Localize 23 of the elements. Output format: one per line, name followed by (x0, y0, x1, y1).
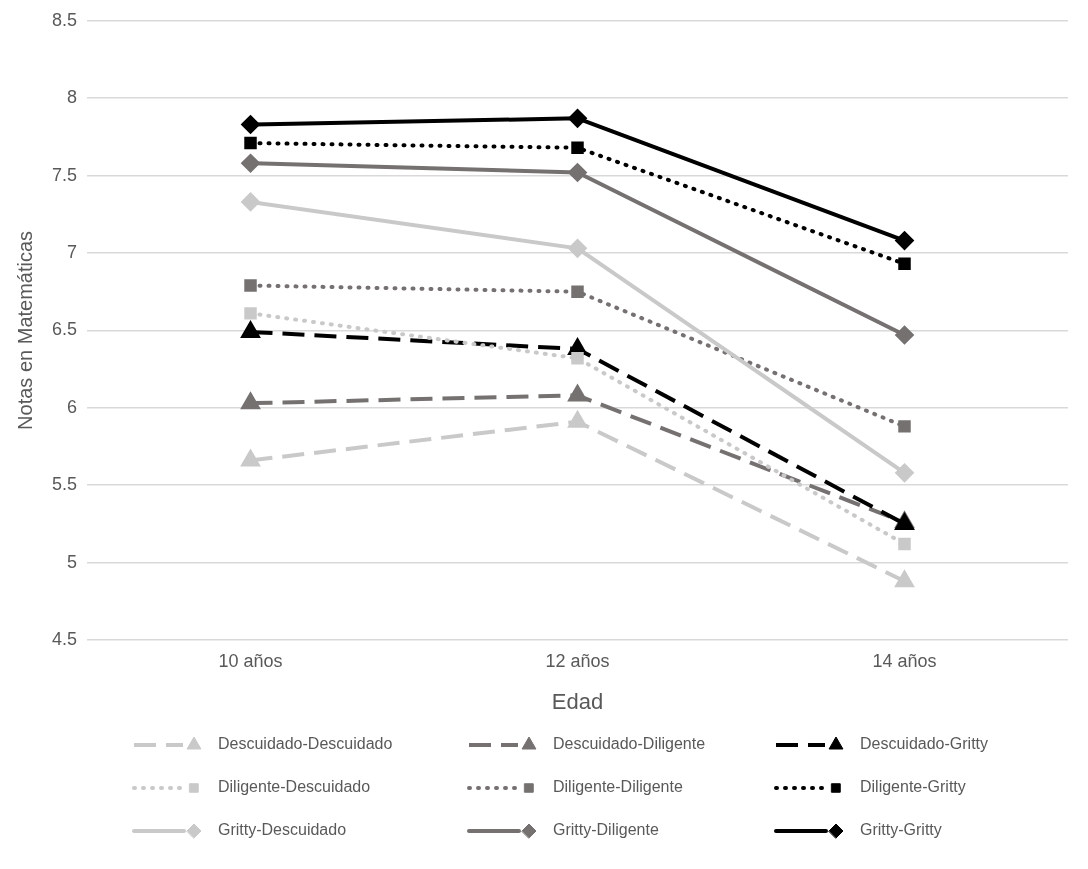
y-tick-label: 7.5 (51, 164, 78, 185)
legend-label: Diligente-Diligente (553, 778, 683, 796)
y-tick-label: 6.5 (51, 319, 78, 340)
y-axis-title: Notas en Matemáticas (13, 230, 36, 430)
y-tick-label: 7 (67, 241, 78, 262)
x-tick-label: 14 años (872, 650, 937, 671)
x-axis-title: Edad (551, 688, 604, 714)
y-tick-label: 5 (67, 551, 78, 572)
legend-label: Diligente-Descuidado (218, 778, 371, 796)
legend-label: Descuidado-Descuidado (218, 735, 393, 753)
x-tick-label: 10 años (218, 650, 283, 671)
y-tick-label: 8 (67, 87, 78, 108)
legend-label: Descuidado-Gritty (860, 735, 989, 753)
legend-label: Gritty-Descuidado (218, 821, 347, 839)
x-tick-label: 12 años (545, 650, 610, 671)
legend-label: Gritty-Gritty (860, 821, 942, 839)
y-tick-label: 8.5 (51, 9, 78, 30)
legend-label: Diligente-Gritty (860, 778, 966, 796)
y-tick-label: 4.5 (51, 628, 78, 649)
y-tick-label: 5.5 (51, 474, 78, 495)
legend-label: Gritty-Diligente (553, 821, 659, 839)
legend-label: Descuidado-Diligente (553, 735, 706, 753)
y-tick-label: 6 (67, 396, 78, 417)
